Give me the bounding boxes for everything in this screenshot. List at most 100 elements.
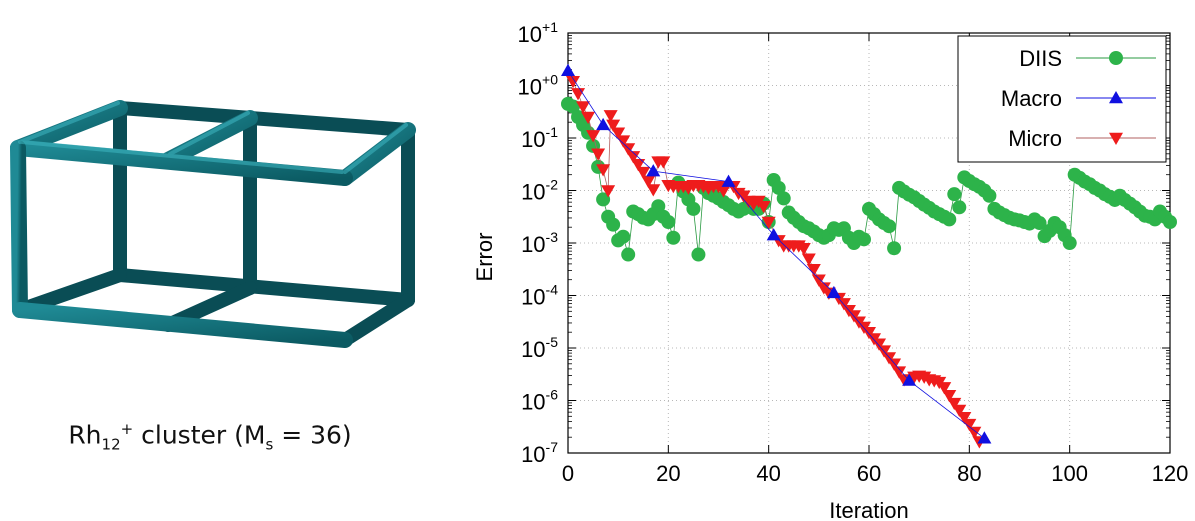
point-diis — [661, 215, 676, 229]
point-micro — [631, 159, 646, 172]
x-tick-label: 120 — [1152, 461, 1189, 486]
caption-superscript-charge: + — [120, 420, 134, 438]
point-macro — [646, 164, 661, 177]
point-micro — [962, 418, 977, 432]
y-tick-label: 10-7 — [521, 439, 558, 467]
point-diis — [1032, 216, 1047, 231]
point-micro — [601, 185, 616, 198]
data-series — [561, 63, 1177, 449]
point-micro — [806, 264, 821, 277]
point-micro — [796, 243, 811, 256]
point-micro — [947, 397, 962, 411]
point-macro — [596, 117, 611, 131]
series-micro — [566, 76, 987, 449]
point-macro — [561, 63, 575, 77]
point-micro — [887, 358, 902, 371]
point-diis — [666, 230, 681, 245]
point-diis — [606, 217, 621, 232]
point-diis — [1163, 215, 1177, 229]
point-diis — [621, 247, 636, 262]
point-micro — [603, 110, 618, 123]
point-diis — [776, 191, 791, 206]
point-diis — [887, 241, 902, 256]
point-diis — [616, 229, 631, 244]
legend-marker-macro — [1109, 91, 1123, 104]
y-tick-label: 10-3 — [521, 229, 558, 257]
point-macro — [977, 431, 992, 444]
point-micro — [566, 76, 581, 89]
x-tick-label: 60 — [857, 461, 881, 486]
point-diis — [952, 200, 967, 215]
point-micro — [626, 151, 641, 164]
point-diis — [771, 180, 786, 195]
point-macro — [902, 373, 917, 386]
point-micro — [656, 156, 671, 169]
point-diis — [882, 219, 897, 234]
point-micro — [811, 274, 826, 287]
point-micro — [641, 175, 656, 189]
point-micro — [801, 253, 816, 266]
legend-marker-micro — [1109, 132, 1123, 145]
x-axis-label: Iteration — [829, 498, 909, 521]
legend: DIIS Macro Micro — [957, 35, 1167, 163]
point-micro — [952, 404, 967, 417]
x-tick-label: 0 — [562, 461, 574, 486]
point-micro — [646, 184, 661, 197]
point-micro — [606, 119, 621, 132]
y-tick-label: 10-5 — [521, 334, 558, 362]
point-macro — [721, 174, 736, 187]
axis-labels: Iteration Error — [472, 233, 909, 521]
point-diis — [947, 187, 962, 202]
point-diis — [686, 201, 701, 216]
point-micro — [942, 390, 957, 403]
point-macro — [826, 285, 841, 299]
y-axis-label: Error — [472, 233, 497, 282]
point-micro — [621, 143, 636, 156]
y-tick-label: 10+1 — [518, 19, 559, 47]
caption-subscript-s: s — [265, 435, 274, 454]
point-micro — [892, 366, 907, 379]
series-diis — [561, 96, 1177, 262]
rh12-cluster-image — [10, 100, 416, 348]
point-micro — [937, 382, 952, 395]
x-tick-label: 100 — [1051, 461, 1088, 486]
point-micro — [967, 426, 982, 439]
point-micro — [591, 148, 606, 161]
legend-label-diis: DIIS — [1019, 46, 1062, 71]
point-diis — [596, 192, 611, 207]
point-diis — [942, 212, 957, 227]
x-tick-label: 80 — [957, 461, 981, 486]
point-diis — [566, 99, 581, 114]
point-diis — [1062, 236, 1077, 250]
point-diis — [691, 247, 706, 262]
caption-subscript-count: 12 — [101, 435, 121, 454]
point-micro — [596, 164, 611, 177]
point-micro — [611, 127, 626, 140]
point-micro — [581, 111, 596, 124]
point-micro — [756, 201, 771, 214]
point-diis — [982, 188, 997, 203]
legend-label-micro: Micro — [1008, 126, 1062, 151]
x-tick-label: 20 — [656, 461, 680, 486]
point-micro — [761, 216, 776, 229]
series-line-macro — [567, 70, 985, 439]
legend-box — [957, 35, 1167, 163]
caption-tail: = 36) — [273, 420, 352, 450]
legend-label-macro: Macro — [1001, 86, 1062, 111]
point-micro — [882, 352, 897, 365]
y-tick-label: 10-1 — [521, 124, 558, 152]
point-micro — [586, 130, 601, 143]
y-tick-label: 10+0 — [518, 72, 559, 100]
point-micro — [616, 135, 631, 148]
point-micro — [957, 412, 972, 425]
y-tick-label: 10-4 — [521, 282, 558, 310]
caption-word: cluster (M — [133, 420, 266, 450]
y-tick-label: 10-2 — [521, 177, 558, 205]
x-tick-label: 40 — [756, 461, 780, 486]
caption-element: Rh — [68, 420, 102, 450]
point-micro — [636, 166, 651, 180]
point-diis — [856, 232, 871, 247]
y-tick-label: 10-6 — [521, 387, 558, 415]
cluster-caption: Rh12+ cluster (Ms = 36) — [40, 420, 380, 453]
